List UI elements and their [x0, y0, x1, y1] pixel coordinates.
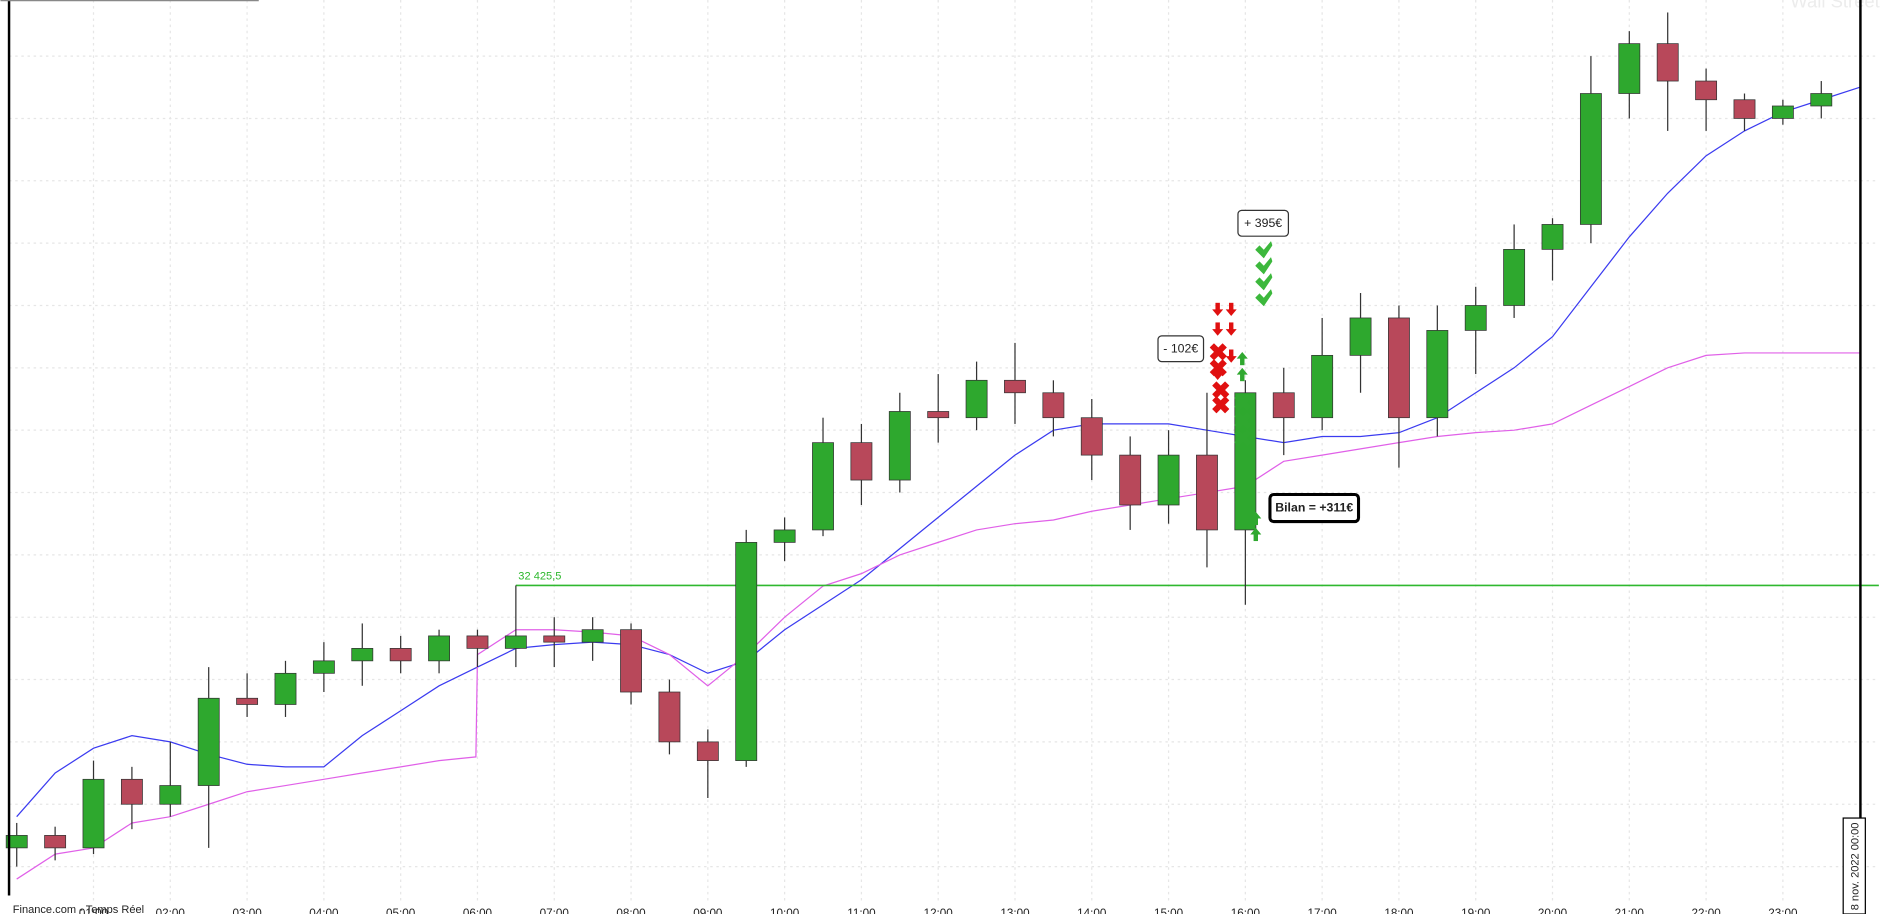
candle-body	[735, 542, 758, 761]
level-label: 32 425,5	[518, 571, 561, 583]
x-tick-label: 21:00	[1615, 907, 1645, 914]
x-tick-label: 04:00	[309, 907, 339, 914]
candle-body	[1426, 330, 1449, 419]
candle-body	[1810, 93, 1833, 107]
x-tick-label: 05:00	[386, 907, 416, 914]
x-tick-label: 09:00	[693, 907, 723, 914]
indicator-line	[16, 86, 1860, 818]
watermark: Wall Street Cash	[1790, 0, 1883, 11]
x-tick-label: 22:00	[1691, 907, 1721, 914]
candle-body	[1042, 392, 1065, 419]
x-tick-label: 11:00	[847, 907, 876, 914]
x-tick-label: 02:00	[156, 907, 186, 914]
indicator-line	[16, 352, 1860, 880]
candle-body	[1119, 454, 1142, 506]
annotation: - 102€	[1163, 342, 1198, 356]
candle-body	[543, 635, 566, 643]
candle-body	[1311, 354, 1334, 419]
x-tick-label: 15:00	[1154, 907, 1184, 914]
candle-body	[1388, 317, 1410, 419]
candle-body	[312, 660, 335, 674]
candle-body	[159, 785, 182, 805]
candle-body	[1771, 105, 1794, 119]
x-tick-label: 12:00	[924, 907, 954, 914]
candle-body	[1004, 379, 1026, 394]
annotation-loss: - 102€	[1157, 335, 1205, 363]
candle-body	[466, 635, 489, 649]
axes: 32 20032 25032 30032 35032 40032 45032 5…	[79, 907, 1798, 914]
candle-body	[1349, 317, 1372, 356]
annotation: + 395€	[1244, 216, 1282, 230]
candle-body	[120, 778, 143, 805]
candle-body	[696, 741, 719, 761]
x-axis-band	[0, 900, 1883, 914]
date-label: 8 nov. 2022 00:00	[1849, 823, 1861, 911]
x-tick-label: 10:00	[770, 907, 800, 914]
x-tick-label: 16:00	[1231, 907, 1261, 914]
candle-body	[351, 648, 374, 662]
candle-body	[1464, 305, 1487, 331]
candle-body	[965, 379, 988, 419]
annotation-gain: + 395€	[1237, 209, 1290, 237]
candle-body	[44, 835, 67, 849]
candle-body	[1618, 43, 1641, 94]
candle-body	[1656, 43, 1679, 82]
candle-body	[1272, 392, 1295, 419]
candle-body	[1733, 99, 1756, 119]
candle-body	[1695, 80, 1718, 101]
candle-body	[274, 672, 297, 705]
candle-body	[1157, 454, 1180, 506]
x-tick-label: 19:00	[1461, 907, 1491, 914]
x-tick-label: 07:00	[540, 907, 570, 914]
candle-body	[82, 778, 105, 849]
candle-body	[236, 697, 259, 705]
candle-body	[1541, 224, 1564, 250]
candle-body	[850, 442, 873, 481]
x-tick-label: 23:00	[1768, 907, 1798, 914]
annotation: Bilan = +311€	[1275, 500, 1353, 514]
x-tick-label: 14:00	[1077, 907, 1107, 914]
date-box	[1842, 817, 1866, 914]
candle-body	[581, 629, 604, 643]
candle-body	[773, 529, 796, 543]
candle-body	[812, 442, 834, 531]
x-tick-label: 20:00	[1538, 907, 1568, 914]
annotation-summary: Bilan = +311€	[1268, 492, 1361, 524]
candle-body	[658, 691, 681, 743]
source: Finance.com - Temps Réel	[13, 904, 144, 914]
x-tick-label: 18:00	[1384, 907, 1414, 914]
candles	[5, 12, 1833, 867]
candle-body	[1196, 454, 1218, 531]
x-tick-label: 01:00	[79, 907, 109, 914]
x-tick-label: 13:00	[1000, 907, 1030, 914]
candle-body	[1080, 417, 1103, 456]
candle-body	[927, 411, 950, 419]
candle-body	[5, 835, 28, 849]
candle-body	[428, 635, 450, 662]
candle-body	[888, 411, 911, 481]
candle-body	[197, 697, 220, 786]
candle-body	[389, 648, 412, 662]
x-tick-label: 03:00	[232, 907, 262, 914]
candle-body	[620, 629, 642, 693]
candle-body	[504, 635, 527, 649]
x-tick-label: 08:00	[616, 907, 646, 914]
x-tick-label: 06:00	[463, 907, 493, 914]
candle-body	[1503, 249, 1526, 306]
candle-body	[1579, 93, 1602, 225]
x-tick-label: 17:00	[1308, 907, 1338, 914]
